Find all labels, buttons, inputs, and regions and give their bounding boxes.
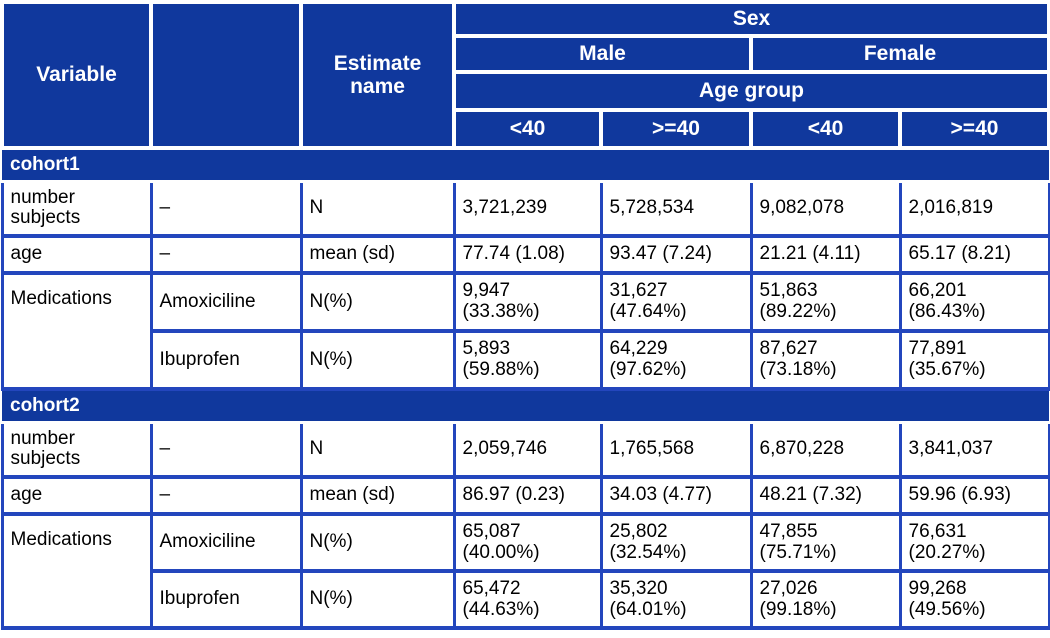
header-estimate-name: Estimate name xyxy=(299,0,456,150)
variable-cell: Medications xyxy=(0,514,153,630)
value-cell: 27,026 (99.18%) xyxy=(751,571,902,630)
header-bin-female-gte40: >=40 xyxy=(898,108,1050,150)
value-cell: 21.21 (4.11) xyxy=(751,236,902,275)
estimate-cell: N xyxy=(301,181,456,238)
value-cell: 3,841,037 xyxy=(900,422,1050,479)
table-row: Ibuprofen N(%) 5,893 (59.88%) 64,229 (97… xyxy=(2,331,1050,391)
value-cell: 77.74 (1.08) xyxy=(454,236,603,275)
value-cell: 31,627 (47.64%) xyxy=(601,273,753,333)
value-cell: 65.17 (8.21) xyxy=(900,236,1050,275)
value-cell: 47,855 (75.71%) xyxy=(751,514,902,573)
value-cell: 1,765,568 xyxy=(601,422,753,479)
value-cell: 64,229 (97.62%) xyxy=(601,331,753,391)
value-cell: 9,082,078 xyxy=(751,181,902,238)
value-cell: 59.96 (6.93) xyxy=(900,477,1050,516)
value-cell: 2,059,746 xyxy=(454,422,603,479)
level-cell: – xyxy=(151,477,303,516)
value-cell: 6,870,228 xyxy=(751,422,902,479)
value-cell: 48.21 (7.32) xyxy=(751,477,902,516)
variable-cell: number subjects xyxy=(0,422,153,479)
estimate-cell: mean (sd) xyxy=(301,477,456,516)
value-cell: 99,268 (49.56%) xyxy=(900,571,1050,630)
level-cell: – xyxy=(151,181,303,238)
header-female: Female xyxy=(749,34,1050,74)
header-bin-female-lt40: <40 xyxy=(749,108,902,150)
table-row: Medications Amoxiciline N(%) 65,087 (40.… xyxy=(0,514,1050,630)
header-blank xyxy=(149,0,303,150)
value-cell: 77,891 (35.67%) xyxy=(900,331,1050,391)
value-cell: 34.03 (4.77) xyxy=(601,477,753,516)
header-age-group: Age group xyxy=(452,70,1050,112)
section-band-cohort1: cohort1 xyxy=(2,146,1049,183)
level-cell: Amoxiciline xyxy=(151,273,303,333)
level-cell: – xyxy=(151,236,303,275)
header-male: Male xyxy=(452,34,753,74)
estimate-cell: mean (sd) xyxy=(301,236,456,275)
header-bin-male-gte40: >=40 xyxy=(599,108,753,150)
value-cell: 25,802 (32.54%) xyxy=(601,514,753,573)
value-cell: 5,728,534 xyxy=(601,181,753,238)
value-cell: 65,472 (44.63%) xyxy=(454,571,603,630)
table-row: number subjects – N 3,721,239 5,728,534 … xyxy=(0,181,1050,238)
value-cell: 86.97 (0.23) xyxy=(454,477,603,516)
header-variable: Variable xyxy=(0,0,153,150)
estimate-cell: N(%) xyxy=(301,514,456,573)
value-cell: 35,320 (64.01%) xyxy=(601,571,753,630)
value-cell: 3,721,239 xyxy=(454,181,603,238)
estimate-cell: N(%) xyxy=(301,331,456,391)
table-row: age – mean (sd) 86.97 (0.23) 34.03 (4.77… xyxy=(0,477,1050,516)
level-cell: Ibuprofen xyxy=(151,571,303,630)
value-cell: 65,087 (40.00%) xyxy=(454,514,603,573)
header-sex: Sex xyxy=(452,0,1050,38)
estimate-cell: N xyxy=(301,422,456,479)
value-cell: 93.47 (7.24) xyxy=(601,236,753,275)
value-cell: 5,893 (59.88%) xyxy=(454,331,603,391)
value-cell: 2,016,819 xyxy=(900,181,1050,238)
section-band-cohort2: cohort2 xyxy=(2,387,1049,424)
variable-cell: age xyxy=(0,477,153,516)
header-bin-male-lt40: <40 xyxy=(452,108,603,150)
value-cell: 76,631 (20.27%) xyxy=(900,514,1050,573)
variable-cell: number subjects xyxy=(0,181,153,238)
value-cell: 9,947 (33.38%) xyxy=(454,273,603,333)
estimate-cell: N(%) xyxy=(301,273,456,333)
value-cell: 66,201 (86.43%) xyxy=(900,273,1050,333)
value-cell: 51,863 (89.22%) xyxy=(751,273,902,333)
table-row: age – mean (sd) 77.74 (1.08) 93.47 (7.24… xyxy=(0,236,1050,275)
level-cell: Ibuprofen xyxy=(151,331,303,391)
value-cell: 87,627 (73.18%) xyxy=(751,331,902,391)
table-row: Medications Amoxiciline N(%) 9,947 (33.3… xyxy=(0,273,1050,391)
table-row: Ibuprofen N(%) 65,472 (44.63%) 35,320 (6… xyxy=(2,571,1050,630)
table-row: number subjects – N 2,059,746 1,765,568 … xyxy=(0,422,1050,479)
level-cell: – xyxy=(151,422,303,479)
variable-cell: Medications xyxy=(0,273,153,391)
variable-cell: age xyxy=(0,236,153,275)
estimate-cell: N(%) xyxy=(301,571,456,630)
level-cell: Amoxiciline xyxy=(151,514,303,573)
